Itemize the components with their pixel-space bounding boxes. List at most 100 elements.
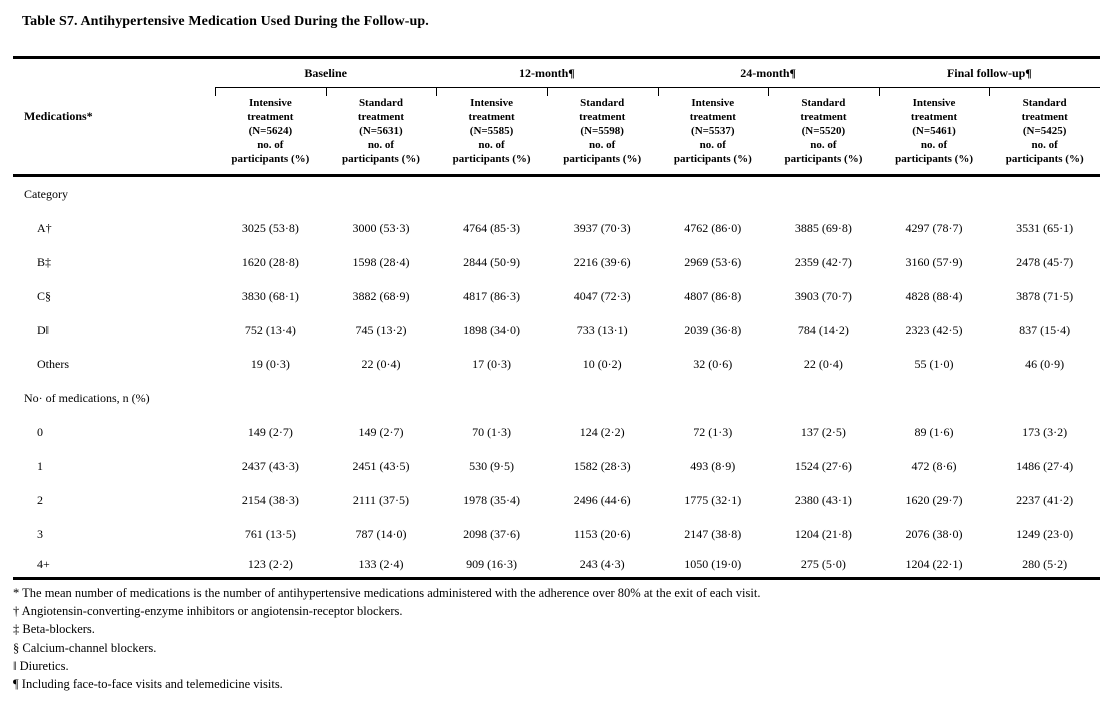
cell: 4764 (85·3) <box>463 220 521 235</box>
cell: 2216 (39·6) <box>573 254 631 269</box>
cell: 2076 (38·0) <box>905 526 963 541</box>
cell: 4817 (86·3) <box>463 288 521 303</box>
cell: 733 (13·1) <box>576 322 628 337</box>
cell: 22 (0·4) <box>803 356 843 371</box>
table-row: Others 19 (0·3) 22 (0·4) 17 (0·3) 10 (0·… <box>13 347 1100 381</box>
row-label: B‡ <box>37 254 52 269</box>
cell: 3531 (65·1) <box>1016 220 1074 235</box>
row-label: 4+ <box>37 556 50 571</box>
footnote-ace-arb: † Angiotensin-converting-enzyme inhibito… <box>13 604 403 619</box>
cell: 19 (0·3) <box>250 356 290 371</box>
cell: 22 (0·4) <box>361 356 401 371</box>
cell: 4807 (86·8) <box>684 288 742 303</box>
row-label: D‖ <box>37 322 50 337</box>
cell: 1582 (28·3) <box>573 458 631 473</box>
cell: 1524 (27·6) <box>794 458 852 473</box>
cell: 4762 (86·0) <box>684 220 742 235</box>
footnote-calcium-channel-blockers: § Calcium-channel blockers. <box>13 640 157 655</box>
cell: 2039 (36·8) <box>684 322 742 337</box>
row-label: Others <box>37 356 69 371</box>
cell: 280 (5·2) <box>1022 556 1068 571</box>
group-header-baseline: Baseline <box>215 57 437 88</box>
cell: 2098 (37·6) <box>463 526 521 541</box>
table-row: 1 2437 (43·3) 2451 (43·5) 530 (9·5) 1582… <box>13 449 1100 483</box>
cell: 761 (13·5) <box>244 526 296 541</box>
table-row: 0 149 (2·7) 149 (2·7) 70 (1·3) 124 (2·2)… <box>13 415 1100 449</box>
cell: 2111 (37·5) <box>352 492 409 507</box>
cell: 2380 (43·1) <box>794 492 852 507</box>
cell: 275 (5·0) <box>800 556 846 571</box>
cell: 32 (0·6) <box>693 356 733 371</box>
cell: 493 (8·9) <box>690 458 736 473</box>
cell: 2969 (53·6) <box>684 254 742 269</box>
cell: 46 (0·9) <box>1025 356 1065 371</box>
cell: 472 (8·6) <box>911 458 957 473</box>
group-header-final-follow-up: Final follow-up¶ <box>878 57 1100 88</box>
cell: 1775 (32·1) <box>684 492 742 507</box>
cell: 3878 (71·5) <box>1016 288 1074 303</box>
cell: 3025 (53·8) <box>241 220 299 235</box>
column-header: Intensive treatment (N=5461) no. of part… <box>878 87 990 177</box>
cell: 243 (4·3) <box>579 556 625 571</box>
footnote-visits: ¶ Including face-to-face visits and tele… <box>13 677 283 692</box>
cell: 2359 (42·7) <box>794 254 852 269</box>
section-label: No· of medications, n (%) <box>24 390 150 405</box>
table-row: 2 2154 (38·3) 2111 (37·5) 1978 (35·4) 24… <box>13 483 1100 517</box>
cell: 123 (2·2) <box>247 556 293 571</box>
cell: 837 (15·4) <box>1019 322 1071 337</box>
cell: 3882 (68·9) <box>352 288 410 303</box>
cell: 909 (16·3) <box>466 556 518 571</box>
footnote-diuretics: ‖ Diuretics. <box>13 658 69 673</box>
section-label: Category <box>24 186 68 201</box>
cell: 3160 (57·9) <box>905 254 963 269</box>
section-row-no-of-medications: No· of medications, n (%) <box>13 381 1100 415</box>
cell: 2154 (38·3) <box>241 492 299 507</box>
footnote-beta-blockers: ‡ Beta-blockers. <box>13 622 95 637</box>
cell: 745 (13·2) <box>355 322 407 337</box>
group-header-12-month: 12-month¶ <box>436 57 658 88</box>
cell: 70 (1·3) <box>472 424 512 439</box>
footnote-mean-medications: * The mean number of medications is the … <box>13 586 761 600</box>
cell: 530 (9·5) <box>469 458 515 473</box>
stub-header: Medications* <box>13 57 216 177</box>
cell: 1486 (27·4) <box>1016 458 1074 473</box>
cell: 2147 (38·8) <box>684 526 742 541</box>
table-title: Table S7. Antihypertensive Medication Us… <box>22 14 429 29</box>
column-header: Standard treatment (N=5520) no. of parti… <box>768 87 879 177</box>
column-header: Intensive treatment (N=5624) no. of part… <box>215 87 326 177</box>
cell: 2237 (41·2) <box>1016 492 1074 507</box>
cell: 3937 (70·3) <box>573 220 631 235</box>
cell: 3903 (70·7) <box>794 288 852 303</box>
cell: 2496 (44·6) <box>573 492 631 507</box>
cell: 1898 (34·0) <box>463 322 521 337</box>
cell: 149 (2·7) <box>247 424 293 439</box>
group-header-row: Medications* Baseline 12-month¶ 24-month… <box>13 57 1100 177</box>
cell: 3000 (53·3) <box>352 220 410 235</box>
cell: 1050 (19·0) <box>684 556 742 571</box>
group-header-24-month: 24-month¶ <box>657 57 879 88</box>
cell: 2478 (45·7) <box>1016 254 1074 269</box>
cell: 10 (0·2) <box>582 356 622 371</box>
cell: 752 (13·4) <box>244 322 296 337</box>
cell: 784 (14·2) <box>797 322 849 337</box>
row-label: A† <box>37 220 52 235</box>
section-row-category: Category <box>13 176 1100 212</box>
cell: 1204 (22·1) <box>905 556 963 571</box>
cell: 124 (2·2) <box>579 424 625 439</box>
cell: 1620 (28·8) <box>241 254 299 269</box>
cell: 1249 (23·0) <box>1016 526 1074 541</box>
column-header-row: Intensive treatment (N=5624) no. of part… <box>13 87 1100 177</box>
cell: 133 (2·4) <box>358 556 404 571</box>
row-label: 1 <box>37 458 43 473</box>
cell: 4297 (78·7) <box>905 220 963 235</box>
cell: 1153 (20·6) <box>573 526 631 541</box>
cell: 787 (14·0) <box>355 526 407 541</box>
cell: 1620 (29·7) <box>905 492 963 507</box>
cell: 89 (1·6) <box>914 424 954 439</box>
cell: 3885 (69·8) <box>794 220 852 235</box>
medications-table: Medications* Baseline 12-month¶ 24-month… <box>13 56 1100 580</box>
footnotes: * The mean number of medications is the … <box>13 584 1111 693</box>
cell: 1598 (28·4) <box>352 254 410 269</box>
cell: 4828 (88·4) <box>905 288 963 303</box>
table-row: C§ 3830 (68·1) 3882 (68·9) 4817 (86·3) 4… <box>13 279 1100 313</box>
